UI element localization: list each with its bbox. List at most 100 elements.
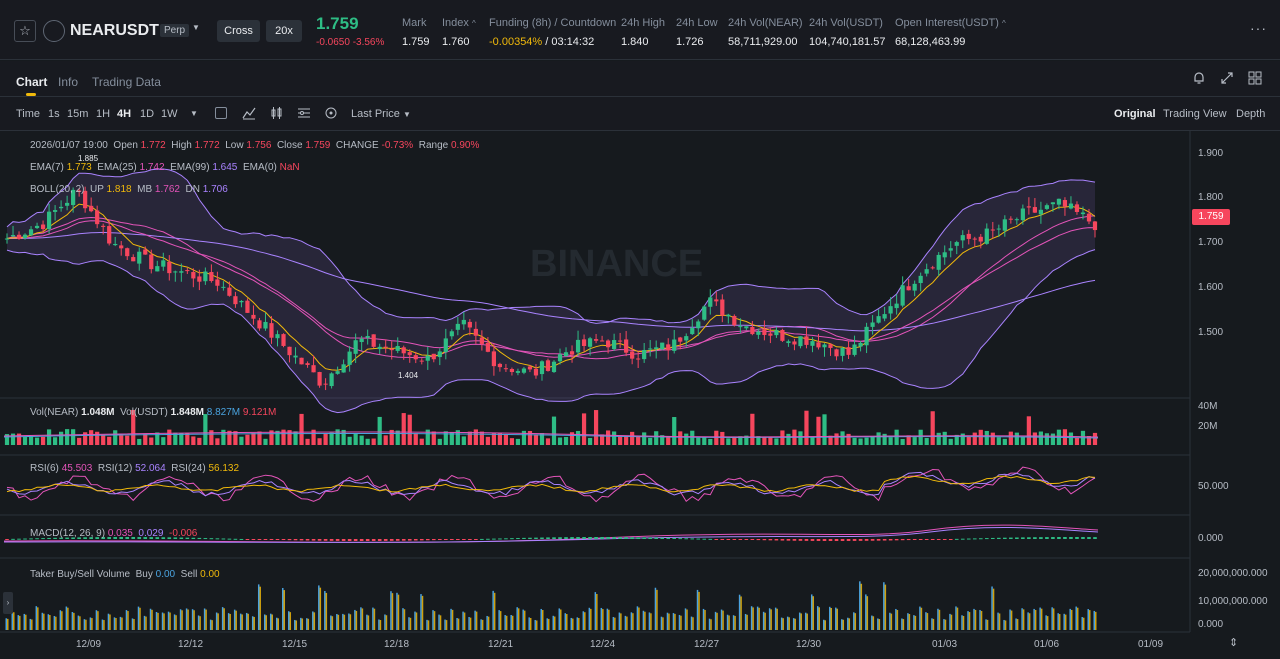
tab-chart-active-indicator [26,93,36,96]
info-caret-icon: ^ [1001,19,1006,28]
ohlc-legend: 2026/01/07 19:00 Open 1.772 High 1.772 L… [30,140,479,151]
legend-low-label: Low [225,140,244,151]
legend-dn-label: DN [185,184,200,195]
view-depth[interactable]: Depth [1236,108,1266,120]
legend-ema7: 1.773 [66,162,92,173]
price-type-select[interactable]: Last Price ▼ [351,108,411,120]
stat-label-24h-low: 24h Low [676,17,718,29]
interval-4h[interactable]: 4H [117,108,132,120]
price-axis-label: 1.600 [1198,282,1224,293]
legend-dn: 1.706 [202,184,228,195]
tab-trading-data[interactable]: Trading Data [92,75,161,89]
vol-ma1: 8.827M [206,407,241,418]
bell-icon[interactable] [1192,71,1206,85]
stat-label-24h-vol-usdt: 24h Vol(USDT) [809,17,883,29]
legend-high-label: High [171,140,192,151]
target-icon[interactable] [324,106,338,123]
legend-up: 1.818 [106,184,132,195]
macd-axis-label: 0.000 [1198,533,1224,544]
stat-value-mark: 1.759 [402,36,430,48]
stat-value-open-interest: 68,128,463.99 [895,36,966,48]
vol-usdt: 1.848M [170,407,204,418]
legend-ema99: 1.645 [212,162,238,173]
expand-side-icon[interactable]: › [3,592,13,614]
vol-near: 1.048M [81,407,115,418]
tab-info[interactable]: Info [58,75,79,89]
stat-label-funding[interactable]: Funding (8h) / Countdown [489,17,617,29]
vol-legend: Vol(NEAR) 1.048M Vol(USDT) 1.848M 8.827M… [30,407,276,418]
interval-1h[interactable]: 1H [96,108,111,120]
legend-close: 1.759 [305,140,331,151]
chevron-down-icon: ▼ [402,110,411,119]
macd-v1: 0.035 [107,528,133,539]
rsi12-label: RSI(12) [97,463,133,474]
legend-mb: 1.762 [154,184,180,195]
x-axis-label: 12/30 [796,639,822,650]
x-axis-label: 12/18 [384,639,410,650]
interval-time[interactable]: Time [16,108,41,120]
stat-label-open-interest-text: Open Interest(USDT) [895,17,999,29]
taker-legend: Taker Buy/Sell Volume Buy 0.00 Sell 0.00 [30,569,220,580]
macd-legend: MACD(12, 26, 9) 0.035 0.029 -0.006 [30,528,197,539]
taker-sell: 0.00 [200,569,220,580]
calendar-icon[interactable] [215,107,227,119]
legend-ema0: NaN [279,162,300,173]
interval-1s[interactable]: 1s [48,108,60,120]
stat-label-24h-high: 24h High [621,17,666,29]
symbol-name[interactable]: NEARUSDT [70,22,159,39]
price-change-abs: -0.0650 [316,37,350,48]
contract-type-badge: Perp [160,24,190,37]
interval-15m[interactable]: 15m [67,108,89,120]
high-marker: 1.885 [78,154,99,163]
rsi6-label: RSI(6) [30,463,59,474]
leverage-label: 20x [275,25,293,37]
indicator-icon[interactable] [242,106,256,123]
stat-label-mark: Mark [402,17,427,29]
vol-ma2: 9.121M [242,407,277,418]
vol-axis-label: 40M [1198,401,1218,412]
info-caret-icon: ^ [471,19,476,28]
settings-sliders-icon[interactable] [297,106,311,123]
taker-buy-label: Buy [135,569,153,580]
expand-icon[interactable] [1220,71,1234,85]
legend-open: 1.772 [140,140,166,151]
layout-grid-icon[interactable] [1248,71,1262,85]
symbol-dropdown-icon[interactable]: ▼ [192,23,200,32]
margin-mode-label: Cross [224,25,253,37]
scale-adjust-icon[interactable]: ⇕ [1229,637,1239,649]
x-axis-label: 12/24 [590,639,616,650]
boll-legend: BOLL(20, 2) UP 1.818 MB 1.762 DN 1.706 [30,184,228,195]
margin-mode-button[interactable]: Cross [217,20,260,42]
legend-ema25: 1.742 [139,162,165,173]
rsi24-label: RSI(24) [171,463,206,474]
view-original[interactable]: Original [1114,108,1156,120]
stat-label-index: Index ^ [442,17,476,29]
interval-dropdown-icon[interactable]: ▼ [190,109,198,118]
coin-logo-icon [43,20,65,42]
x-axis-label: 01/06 [1034,639,1060,650]
view-trading-view[interactable]: Trading View [1163,108,1227,120]
interval-1w[interactable]: 1W [161,108,178,120]
market-header: ☆ NEARUSDT Perp ▼ Cross 20x 1.759 -0.065… [0,0,1280,60]
legend-range: 0.90% [450,140,480,151]
favorite-star-icon[interactable]: ☆ [14,20,36,42]
legend-high: 1.772 [194,140,220,151]
ema-legend: EMA(7) 1.773 EMA(25) 1.742 EMA(99) 1.645… [30,162,300,173]
stat-label-24h-vol-near: 24h Vol(NEAR) [728,17,803,29]
taker-label: Taker Buy/Sell Volume [30,569,131,580]
x-axis-label: 12/12 [178,639,204,650]
x-axis-label: 12/27 [694,639,720,650]
legend-range-label: Range [418,140,449,151]
stat-value-24h-low: 1.726 [676,36,704,48]
taker-axis-label: 10,000,000.000 [1198,596,1268,607]
more-options-icon[interactable]: ··· [1250,20,1267,36]
legend-up-label: UP [90,184,104,195]
tab-chart[interactable]: Chart [16,75,48,89]
taker-sell-label: Sell [180,569,198,580]
leverage-button[interactable]: 20x [266,20,302,42]
chart-type-icon[interactable] [270,106,284,123]
vol-near-label: Vol(NEAR) [30,407,79,418]
vol-axis-label: 20M [1198,421,1218,432]
interval-1d[interactable]: 1D [140,108,155,120]
chart-toolbar: Time 1s 15m 1H 4H 1D 1W ▼ Last Price ▼ O… [0,97,1280,131]
